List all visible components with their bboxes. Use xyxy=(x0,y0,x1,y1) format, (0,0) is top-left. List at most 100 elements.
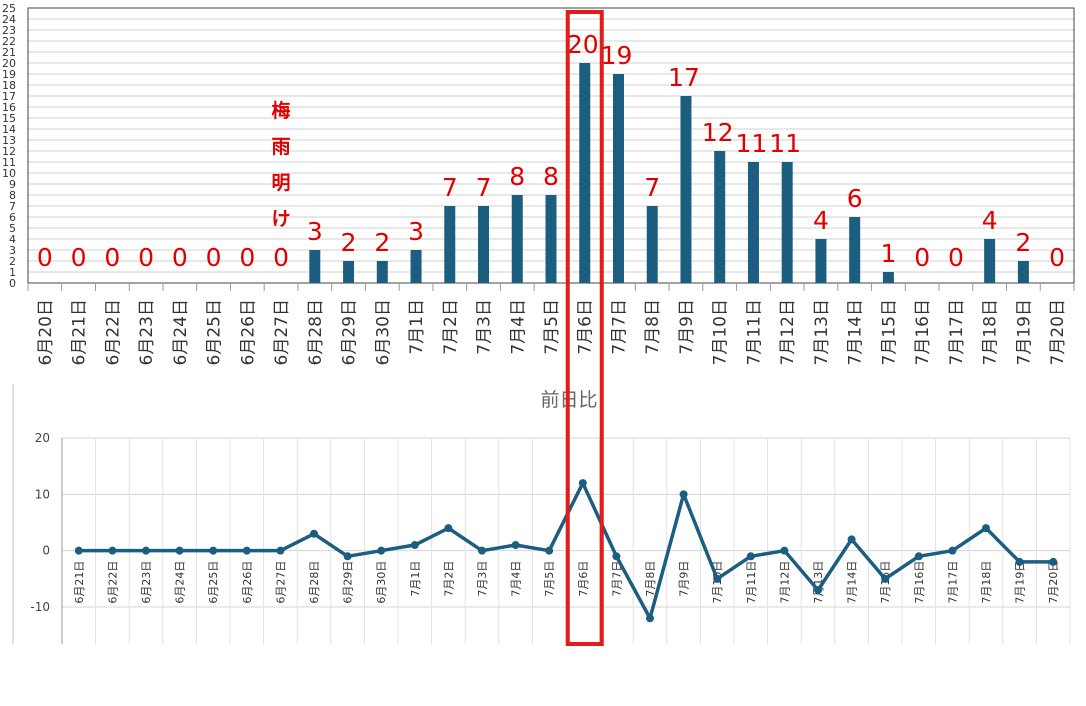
bar-data-label: 8 xyxy=(509,162,525,191)
bar-x-tick-label: 7月12日 xyxy=(778,299,798,365)
bar-y-tick-label: 14 xyxy=(2,123,16,136)
line-point xyxy=(679,490,688,499)
line-y-tick-label: -10 xyxy=(30,600,50,614)
line-x-tick-label: 6月25日 xyxy=(207,561,220,604)
bar-x-tick-label: 6月21日 xyxy=(70,299,90,365)
bar-y-tick-label: 24 xyxy=(2,13,16,26)
bar-data-label: 0 xyxy=(206,243,222,272)
line-point xyxy=(108,546,117,555)
line-point xyxy=(444,524,453,533)
bar-data-label: 3 xyxy=(408,217,424,246)
line-x-tick-label: 7月3日 xyxy=(476,561,489,597)
bar-x-tick-label: 7月13日 xyxy=(812,299,832,365)
bar-y-tick-label: 22 xyxy=(2,35,16,48)
annotation-char: 明 xyxy=(272,172,291,194)
line-point xyxy=(982,524,990,533)
bar xyxy=(680,96,692,283)
bar-data-label: 7 xyxy=(644,173,660,202)
bar xyxy=(781,162,793,283)
bar-chart: 0123456789101112131415161718192021222324… xyxy=(2,2,1075,365)
line-point xyxy=(814,586,822,595)
bar xyxy=(410,250,422,283)
bar-x-tick-label: 7月16日 xyxy=(913,299,933,365)
bar-y-tick-label: 16 xyxy=(2,101,16,114)
line-x-tick-label: 7月16日 xyxy=(913,561,926,604)
bar-x-tick-label: 7月4日 xyxy=(508,299,528,355)
line-x-tick-label: 7月19日 xyxy=(1014,561,1027,604)
bar-x-tick-label: 6月26日 xyxy=(238,299,258,365)
bar-data-label: 7 xyxy=(442,173,458,202)
bar-data-label: 1 xyxy=(880,239,896,268)
bar-y-tick-label: 0 xyxy=(9,277,16,290)
line-point xyxy=(545,546,554,555)
bar-y-tick-label: 8 xyxy=(9,189,16,202)
bar-x-tick-label: 6月27日 xyxy=(272,299,292,365)
line-x-tick-label: 6月26日 xyxy=(241,561,254,604)
bar xyxy=(612,74,624,283)
line-x-tick-label: 7月7日 xyxy=(610,561,623,597)
bar-x-tick-label: 6月29日 xyxy=(340,299,360,365)
bar-x-tick-label: 7月3日 xyxy=(475,299,495,355)
line-point xyxy=(310,529,318,538)
line-point xyxy=(780,546,789,555)
line-x-tick-label: 6月30日 xyxy=(375,561,388,604)
bar-y-tick-label: 18 xyxy=(2,79,16,92)
bar-y-tick-label: 6 xyxy=(9,211,16,224)
line-x-tick-label: 6月21日 xyxy=(73,561,86,604)
bar xyxy=(545,195,557,283)
line-point xyxy=(343,552,352,561)
line-x-tick-label: 7月12日 xyxy=(778,561,791,604)
bar-x-tick-label: 7月19日 xyxy=(1014,299,1034,365)
line-point xyxy=(881,574,890,583)
bar xyxy=(646,206,658,283)
line-point xyxy=(612,552,621,561)
bar-data-label: 3 xyxy=(307,217,323,246)
line-x-tick-label: 7月20日 xyxy=(1047,561,1060,604)
line-x-tick-label: 7月18日 xyxy=(980,561,993,604)
line-point xyxy=(276,546,285,555)
bar xyxy=(309,250,321,283)
line-x-tick-label: 6月27日 xyxy=(274,561,287,604)
bar xyxy=(882,272,894,283)
annotation-char: 雨 xyxy=(272,136,291,158)
bar-x-tick-label: 6月30日 xyxy=(373,299,393,365)
bar-y-tick-label: 25 xyxy=(2,2,16,15)
line-point xyxy=(914,552,923,561)
bar-data-label: 0 xyxy=(71,243,87,272)
bar-x-tick-label: 7月15日 xyxy=(879,299,899,365)
line-point xyxy=(746,552,755,561)
bar-x-tick-label: 6月24日 xyxy=(171,299,191,365)
bar-x-tick-label: 7月7日 xyxy=(609,299,629,355)
bar-x-tick-label: 7月14日 xyxy=(846,299,866,365)
bar xyxy=(376,261,388,283)
bar-y-tick-label: 12 xyxy=(2,145,16,158)
bar xyxy=(511,195,523,283)
bar xyxy=(714,151,726,283)
bar-data-label: 0 xyxy=(948,243,964,272)
line-x-tick-label: 7月17日 xyxy=(946,561,959,604)
bar xyxy=(1017,261,1029,283)
bar-data-label: 2 xyxy=(1015,228,1031,257)
line-x-tick-label: 7月5日 xyxy=(543,561,556,597)
line-y-tick-label: 0 xyxy=(42,544,50,558)
bar-y-tick-label: 10 xyxy=(2,167,16,180)
bar-y-tick-label: 7 xyxy=(9,200,16,213)
bar-data-label: 0 xyxy=(104,243,120,272)
bar-y-tick-label: 3 xyxy=(9,244,16,257)
bar-x-tick-label: 7月2日 xyxy=(441,299,461,355)
bar-x-tick-label: 6月22日 xyxy=(103,299,123,365)
bar-data-label: 6 xyxy=(847,184,863,213)
line-point xyxy=(410,541,419,550)
bar-data-label: 0 xyxy=(172,243,188,272)
line-point xyxy=(847,535,856,544)
bar-data-label: 20 xyxy=(567,30,599,59)
bar-x-tick-label: 7月8日 xyxy=(643,299,663,355)
bar-y-tick-label: 5 xyxy=(9,222,16,235)
bar-data-label: 11 xyxy=(769,129,801,158)
bar-y-tick-label: 11 xyxy=(2,156,16,169)
bar-y-tick-label: 21 xyxy=(2,46,16,59)
bar-data-label: 17 xyxy=(668,63,700,92)
bar-y-tick-label: 23 xyxy=(2,24,16,37)
